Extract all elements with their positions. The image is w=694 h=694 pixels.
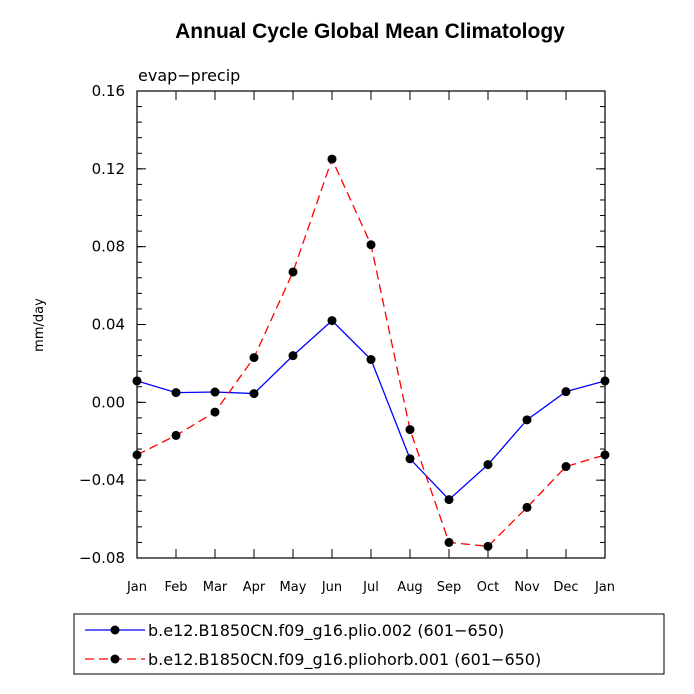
x-tick-label: Jan [126, 580, 147, 595]
series-2-point [522, 502, 532, 512]
y-tick-label: 0.04 [92, 316, 125, 334]
x-tick-label: Oct [477, 580, 499, 595]
series-1-point [405, 454, 415, 464]
y-tick-label: −0.08 [79, 549, 125, 567]
series-1-point [522, 415, 532, 425]
y-tick-label: 0.16 [92, 82, 125, 100]
y-tick-label: 0.12 [92, 160, 125, 178]
y-tick-label: −0.04 [79, 471, 125, 489]
x-tick-label: Nov [514, 580, 540, 595]
series-line-2 [136, 157, 606, 548]
x-tick-label: Aug [397, 580, 422, 595]
series-1-point [132, 376, 142, 386]
series-2-point [366, 240, 376, 250]
legend-label-series-1: b.e12.B1850CN.f09_g16.plio.002 (601−650) [148, 621, 504, 641]
series-1-point [600, 376, 610, 386]
series-layer [132, 154, 610, 551]
chart-title: Annual Cycle Global Mean Climatology [175, 20, 565, 43]
series-1-point [249, 389, 259, 399]
plot-border [136, 90, 606, 559]
y-tick-label: 0.00 [92, 393, 125, 411]
x-tick-label: Jul [362, 580, 379, 595]
series-1-point [444, 495, 454, 505]
legend-marker-series-2 [110, 654, 120, 664]
x-tick-label: Jan [594, 580, 615, 595]
series-1-point [483, 460, 493, 470]
series-1-point [288, 351, 298, 361]
legend-label-series-2: b.e12.B1850CN.f09_g16.pliohorb.001 (601−… [148, 650, 541, 670]
series-2-point [288, 267, 298, 277]
x-tick-label: Mar [203, 580, 228, 595]
y-axis-label: mm/day [32, 298, 47, 352]
series-1-point [561, 387, 571, 397]
series-1-point [210, 387, 220, 397]
x-tick-label: Apr [243, 580, 266, 595]
x-tick-label: Jun [321, 580, 342, 595]
x-tick-label: Feb [164, 580, 187, 595]
series-1-point [327, 316, 337, 326]
series-2-point [132, 450, 142, 460]
series-2-point [210, 407, 220, 417]
series-line-1 [136, 319, 606, 501]
series-2-point [327, 154, 337, 164]
x-tick-labels: Jan Feb Mar Apr May Jun Jul Aug Sep Oct Nov Dec Jan [126, 580, 615, 595]
y-tick-label: 0.08 [92, 238, 125, 256]
series-2-point [405, 425, 415, 435]
x-tick-label: Dec [553, 580, 578, 595]
series-1-point [171, 388, 181, 398]
series-2-point [561, 462, 571, 472]
x-tick-label: May [280, 580, 307, 595]
series-2-point [444, 537, 454, 547]
chart-subtitle: evap−precip [138, 66, 240, 85]
series-2-point [600, 450, 610, 460]
y-tick-labels: −0.08 −0.04 0.00 0.04 0.08 0.12 0.16 [79, 82, 125, 567]
series-2-point [171, 430, 181, 440]
plot-frame [136, 90, 606, 559]
legend-marker-series-1 [110, 625, 120, 635]
x-tick-label: Sep [437, 580, 462, 595]
axis-ticks [136, 90, 606, 559]
series-2-point [483, 541, 493, 551]
legend: b.e12.B1850CN.f09_g16.plio.002 (601−650)… [73, 613, 665, 675]
legend-box [73, 613, 665, 675]
series-2-point [249, 353, 259, 363]
series-1-point [366, 355, 376, 365]
